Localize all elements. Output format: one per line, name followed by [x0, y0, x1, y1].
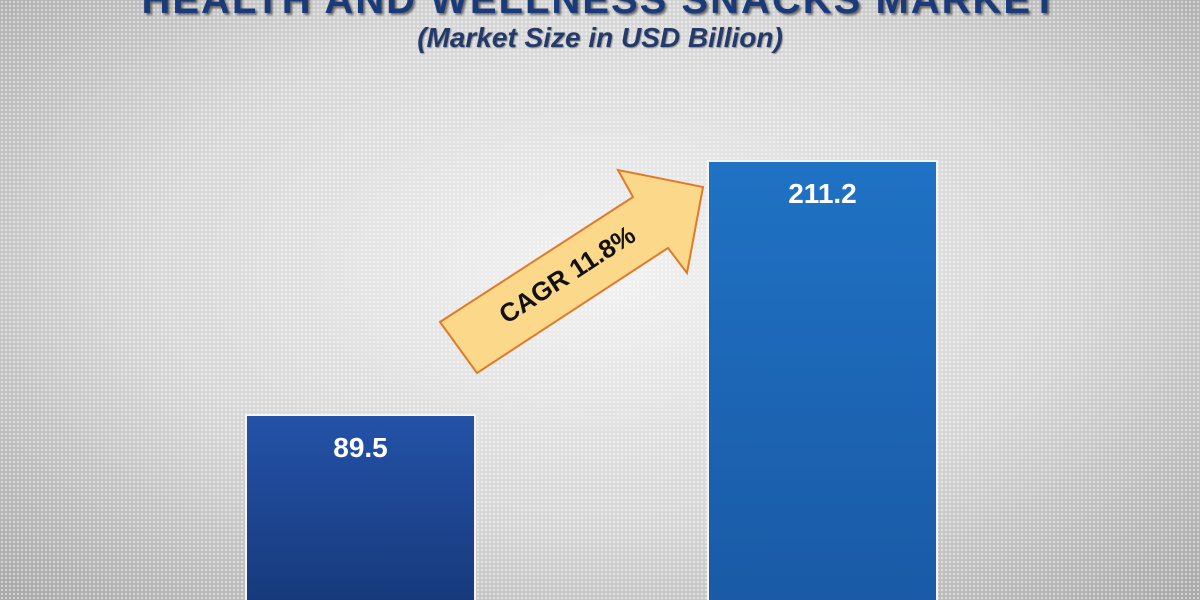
bar-1	[245, 414, 476, 600]
bar-1-label: 89.5	[333, 432, 388, 463]
cagr-arrow-shape	[438, 168, 705, 375]
bar-2	[707, 160, 938, 600]
chart-title: HEALTH AND WELLNESS SNACKS MARKET	[141, 0, 1059, 22]
bar-2-label: 211.2	[788, 178, 857, 209]
cagr-arrow: CAGR 11.8%	[438, 168, 705, 375]
chart-subtitle: (Market Size in USD Billion)	[417, 22, 783, 53]
